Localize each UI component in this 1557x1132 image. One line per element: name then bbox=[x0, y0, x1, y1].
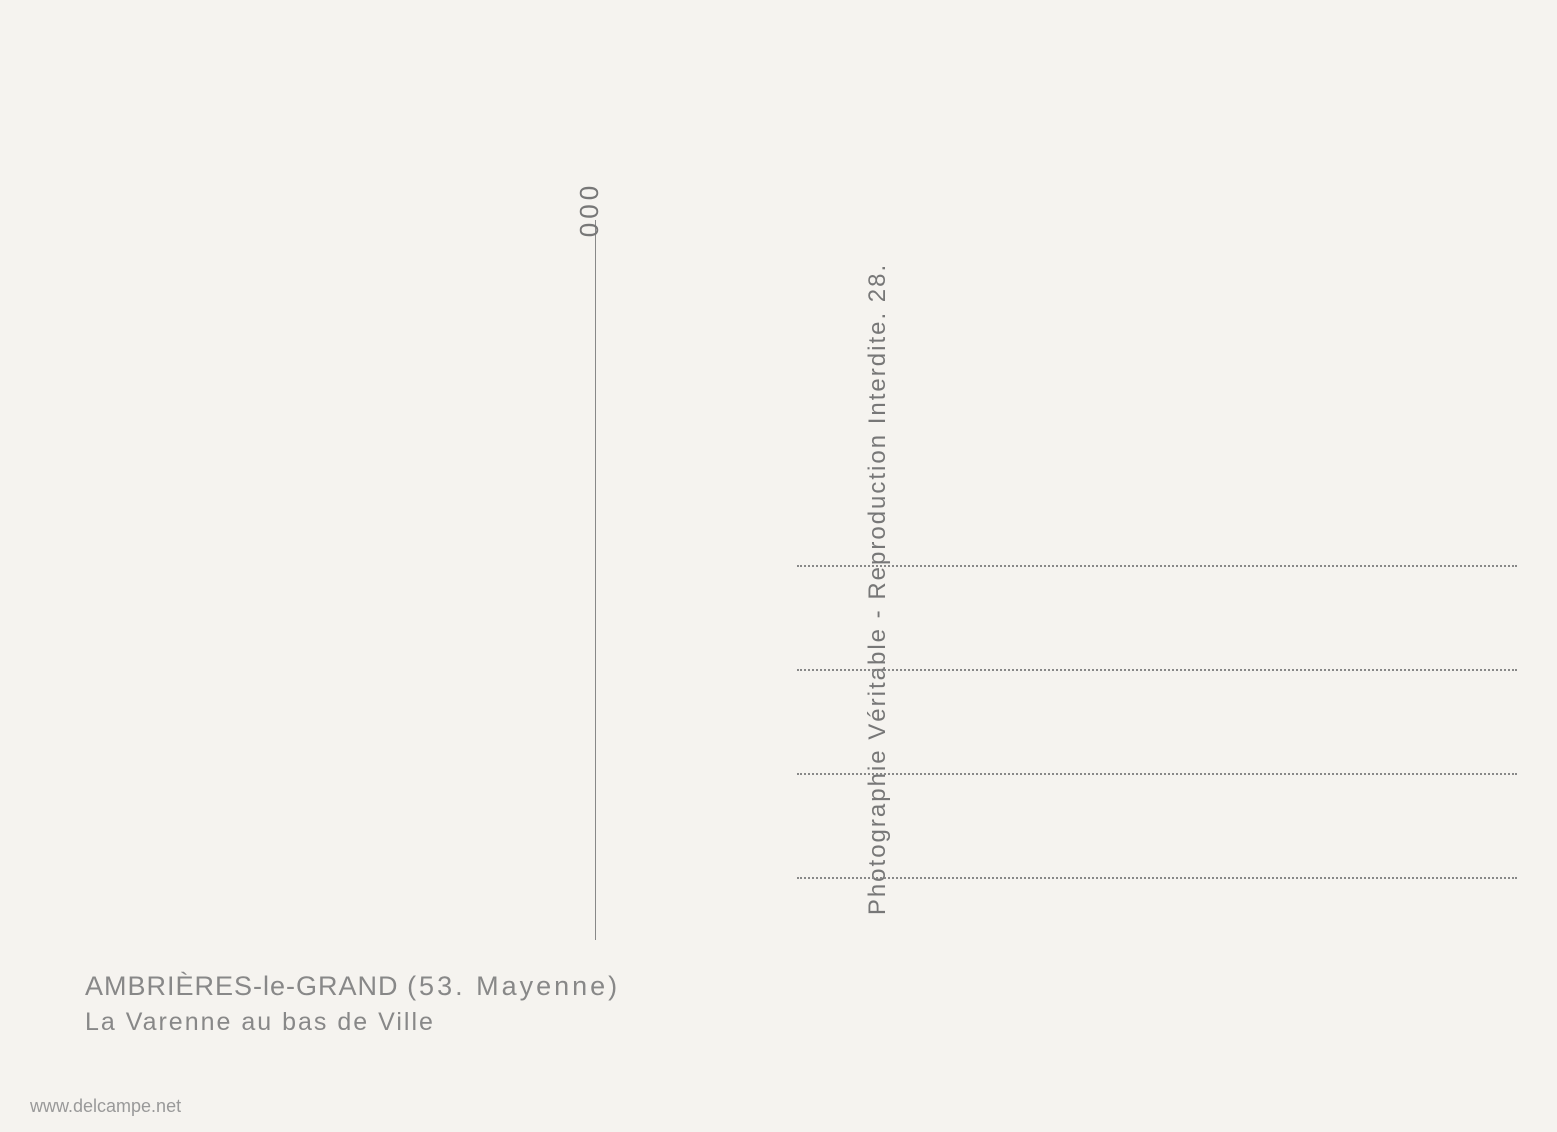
address-line-2 bbox=[797, 669, 1517, 671]
address-line-4 bbox=[797, 877, 1517, 879]
caption-title: AMBRIÈRES-le-GRAND (53. Mayenne) bbox=[85, 971, 620, 1002]
caption-description: La Varenne au bas de Ville bbox=[85, 1008, 620, 1037]
caption-block: AMBRIÈRES-le-GRAND (53. Mayenne) La Vare… bbox=[85, 971, 620, 1037]
address-line-3 bbox=[797, 773, 1517, 775]
address-line-1 bbox=[797, 565, 1517, 567]
postcard-back: Photographie Véritable - Reproduction In… bbox=[0, 0, 1557, 1132]
location-name: AMBRIÈRES-le-GRAND bbox=[85, 971, 399, 1001]
center-divider bbox=[595, 220, 596, 940]
region-name: (53. Mayenne) bbox=[407, 971, 620, 1001]
reference-number: 000 bbox=[574, 182, 605, 237]
watermark-text: www.delcampe.net bbox=[30, 1096, 181, 1117]
address-area bbox=[797, 565, 1517, 981]
